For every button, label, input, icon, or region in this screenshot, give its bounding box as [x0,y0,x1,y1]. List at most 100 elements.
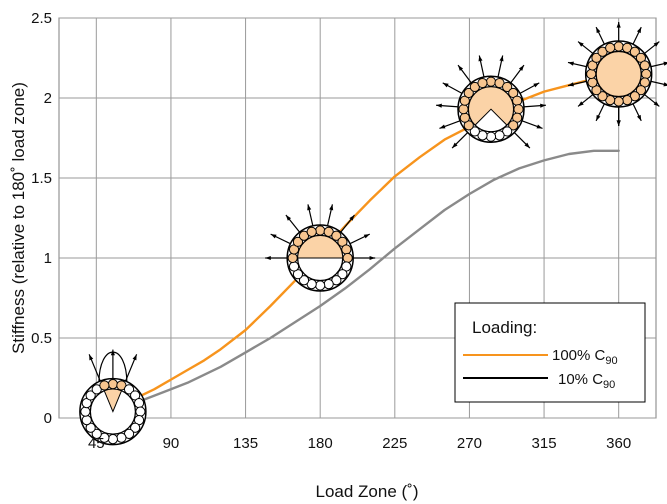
rolling-element [485,76,497,87]
arrow-head [533,82,540,88]
legend-label-100-subscript: 90 [605,355,617,367]
series-line-1 [103,149,620,415]
rolling-element [597,91,608,102]
arrow-head [540,103,546,108]
rolling-element [477,77,488,89]
rolling-element [99,380,110,391]
arrow-head [329,204,334,211]
rolling-element [315,280,326,291]
rolling-element [463,87,474,99]
legend-label-100: 100% C90 [552,347,618,367]
legend-title: Loading: [472,318,537,337]
rolling-element [508,120,519,131]
rolling-element [494,130,505,141]
rolling-element [306,226,317,237]
arrow-head [307,204,312,211]
rolling-element [622,95,633,106]
rolling-element [513,104,524,115]
x-tick-label: 270 [457,435,482,452]
rolling-element [587,77,598,88]
rolling-element [342,252,353,264]
arrow-head [616,120,621,126]
rolling-element [641,68,652,80]
rolling-element [315,225,326,236]
bearing-icon [436,55,546,149]
rolling-element [502,81,513,93]
rolling-element [458,104,469,115]
arrow-head [663,82,667,87]
arrow-head [567,82,574,87]
arrow-head [663,61,667,66]
x-tick-label: 225 [382,435,407,452]
arrow-head [596,114,601,121]
rolling-element [639,60,650,71]
rolling-element [337,269,348,280]
rolling-element [629,46,640,57]
rolling-element [298,275,310,286]
arrow-head [536,124,543,129]
bearing-icon [567,22,667,126]
arrow-head [458,65,464,71]
arrow-head [285,214,292,221]
arrow-head [653,41,660,47]
y-tick-label: 1 [44,250,52,267]
arrow-head [452,142,458,149]
rolling-element [91,428,102,439]
arrow-head [518,65,524,71]
rolling-element [81,414,92,426]
arrow-head [270,234,277,239]
y-tick-label: 1.5 [31,170,52,187]
y-tick-label: 0 [44,410,52,427]
bearing-icon [79,349,147,446]
rolling-element [323,279,334,290]
rolling-element [635,85,647,96]
arrow-head [636,114,642,121]
load-zone-sector [595,50,642,98]
rolling-element [287,252,298,264]
arrow-head [265,255,271,261]
arrow-head [616,22,621,28]
rolling-element [605,42,616,53]
rolling-element [130,422,141,433]
bearing-icon [265,204,376,292]
arrow-head [369,255,376,261]
arrow-head [442,82,449,88]
arrow-head [439,124,446,129]
rolling-element [107,379,118,390]
rolling-element [123,384,135,395]
y-tick-label: 0.5 [31,330,52,347]
arrow-head [524,142,530,149]
rolling-element [292,236,304,247]
load-zone-sector [103,388,123,413]
x-tick-label: 90 [163,435,180,452]
load-zone-sector [297,235,344,259]
arrow-head [132,354,137,361]
rolling-element [341,244,352,255]
y-tick-labels: 0 0.5 1 1.5 2 2.5 [31,10,52,427]
arrow-head [436,103,442,108]
legend-label-10-subscript: 90 [603,379,615,391]
legend-label-10-text: 10% C [558,371,603,388]
rolling-element [80,406,91,417]
rolling-element [485,131,497,142]
arrow-head [653,101,660,107]
x-tick-label: 45 [88,435,105,452]
load-zone-sector [468,86,514,126]
rolling-element [133,398,145,409]
rolling-element [288,261,300,272]
arrow-head [567,61,574,66]
rolling-element [469,126,480,137]
rolling-element [107,434,118,445]
x-axis-title: Load Zone (˚) [316,482,419,501]
legend-box [454,302,646,403]
rolling-element [591,52,602,63]
arrow-head [499,55,504,62]
x-tick-label: 360 [606,435,631,452]
arrow-head [578,101,584,107]
bearing-icons [79,22,667,446]
legend-label-10: 10% C90 [558,371,615,391]
x-tick-labels: 45 90 135 180 225 270 315 360 [88,435,631,452]
pressure-envelope [98,351,128,384]
y-axis-title: Stiffness (relative to 180˚ load zone) [9,82,28,354]
